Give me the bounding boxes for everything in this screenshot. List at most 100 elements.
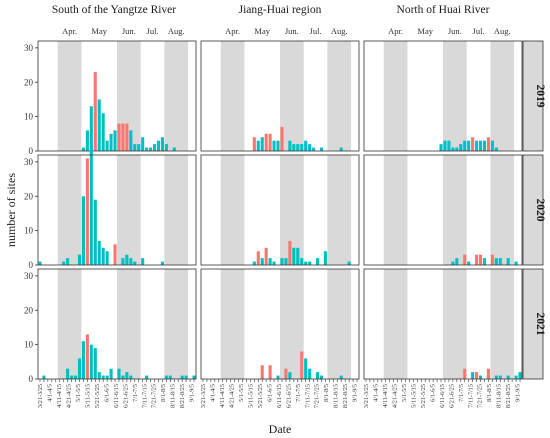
column-strip-label: South of the Yangtze River: [52, 4, 176, 16]
bar-salmon: [478, 254, 483, 265]
y-tick-label: 30: [24, 43, 34, 53]
month-band: [280, 41, 304, 151]
bar-teal: [129, 375, 133, 379]
x-tick-label: 8/1-8/5: [486, 384, 493, 402]
bar-teal: [121, 258, 125, 265]
bar-teal: [105, 140, 109, 151]
month-label: Apr.: [225, 26, 240, 36]
x-tick-label: 5/11-5/15: [247, 384, 254, 408]
x-tick-label: 9/1-9/5: [189, 384, 196, 402]
x-tick-label: 6/21-6/25: [285, 384, 292, 408]
bar-teal: [482, 258, 487, 265]
bar-salmon: [280, 126, 284, 151]
bar-salmon: [471, 137, 475, 151]
month-label: Jun.: [448, 26, 462, 36]
bar-teal: [121, 375, 125, 379]
bar-teal: [125, 254, 129, 265]
bar-salmon: [463, 368, 467, 379]
x-axis: 3/21-3/25 4/1-4/5 4/11-4/15 4/21-4/25 5/1-5/…: [37, 379, 522, 408]
bar-teal: [467, 140, 471, 151]
month-band: [117, 41, 141, 151]
bar-teal: [494, 147, 498, 151]
y-tick-label: 10: [24, 226, 34, 236]
month-band: [490, 269, 515, 379]
bar-teal: [300, 144, 304, 151]
month-band: [443, 155, 467, 265]
bar-teal: [276, 140, 280, 151]
month-band: [57, 155, 82, 265]
month-band: [57, 41, 82, 151]
bar-salmon: [486, 137, 490, 151]
bar-teal: [451, 261, 455, 265]
bar-teal: [164, 144, 168, 151]
bar-teal: [272, 261, 276, 265]
x-tick-label: 6/11-6/15: [439, 384, 446, 408]
panel-border: [37, 40, 197, 152]
bar-teal: [109, 368, 113, 379]
column-strip-label: Jiang-Huai region: [239, 4, 322, 16]
bar-teal: [494, 258, 498, 265]
bar-teal: [315, 372, 320, 379]
y-tick-label: 20: [24, 191, 34, 201]
bar-teal: [109, 133, 113, 151]
month-band: [57, 269, 82, 379]
bar-teal: [260, 258, 264, 265]
column-strips: South of the Yangtze River Jiang-Huai re…: [32, 0, 522, 17]
bar-teal: [308, 144, 312, 151]
bar-teal: [89, 344, 93, 379]
bar-teal: [77, 254, 82, 265]
panel-2019-2: Apr. May Jun. Jul. Aug.: [363, 26, 523, 152]
x-tick-label: 5/21-5/25: [420, 384, 427, 408]
y-tick-label: 20: [24, 305, 34, 315]
x-tick-label: 4/1-4/5: [209, 384, 216, 402]
column-strip-bg: [32, 0, 196, 17]
bar-teal: [296, 247, 300, 265]
bar-teal: [160, 137, 164, 151]
bar-teal: [518, 372, 522, 379]
panel-border: [363, 154, 523, 266]
x-tick-label: 5/21-5/25: [94, 384, 101, 408]
x-tick-label: 7/1-7/5: [295, 384, 302, 402]
bar-teal: [498, 258, 502, 265]
y-tick-label: 10: [24, 340, 34, 350]
x-tick-label: 7/1-7/5: [132, 384, 139, 402]
bar-salmon: [252, 137, 256, 151]
bar-teal: [141, 137, 145, 151]
bar-teal: [70, 375, 74, 379]
y-tick-label: 0: [29, 374, 34, 384]
bar-salmon: [486, 368, 490, 379]
bar-teal: [160, 261, 164, 265]
x-tick-label: 7/11-7/15: [467, 384, 474, 408]
month-band: [280, 269, 304, 379]
bar-teal: [38, 261, 42, 265]
month-label: Apr.: [62, 26, 77, 36]
panel-2019-1: Apr. May Jun. Jul. Aug.: [200, 26, 360, 152]
y-tick-label: 30: [24, 157, 34, 167]
bar-teal: [288, 372, 292, 379]
bar-salmon: [260, 365, 264, 379]
x-tick-label: 4/21-4/25: [65, 384, 72, 408]
x-tick-label: 4/21-4/25: [391, 384, 398, 408]
bar-teal: [85, 130, 89, 151]
x-tick-label: 3/21-3/25: [200, 384, 207, 408]
bar-teal: [145, 375, 149, 379]
bar-teal: [101, 375, 105, 379]
x-tick-label: 8/1-8/5: [160, 384, 167, 402]
bar-teal: [192, 375, 196, 379]
x-tick-label: 4/11-4/15: [219, 384, 226, 408]
bar-teal: [93, 348, 97, 379]
bar-teal: [459, 144, 463, 151]
bar-teal: [66, 258, 70, 265]
x-tick-label: 9/1-9/5: [515, 384, 522, 402]
month-band: [220, 269, 245, 379]
bar-salmon: [117, 123, 121, 151]
month-label: Jun.: [285, 26, 299, 36]
bar-teal: [42, 375, 46, 379]
month-band: [327, 269, 352, 379]
bar-teal: [494, 375, 498, 379]
bar-teal: [304, 358, 308, 379]
bar-teal: [113, 130, 117, 151]
bar-teal: [260, 137, 264, 151]
x-tick-label: 5/21-5/25: [257, 384, 264, 408]
